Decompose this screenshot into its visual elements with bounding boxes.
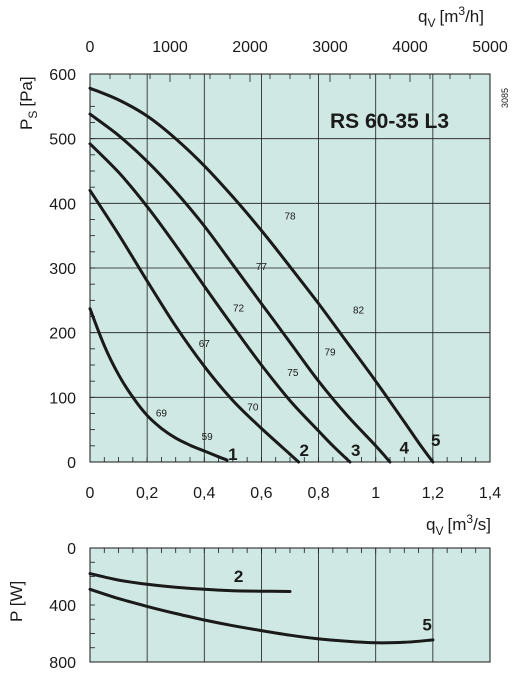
chart-title: RS 60-35 L3	[330, 110, 449, 133]
efficiency-label: 69	[156, 409, 168, 420]
top-x-axis-ticks: 0 1000 2000 3000 4000 5000	[86, 39, 508, 56]
x-tick-label: 1	[371, 485, 380, 502]
top-x-tick-label: 3000	[312, 39, 348, 56]
power-grid	[89, 547, 491, 663]
efficiency-label: 79	[324, 347, 336, 358]
curve-number-labels: 1 2 3 4 5	[228, 431, 440, 464]
pressure-curve-4	[88, 112, 392, 464]
efficiency-label: 70	[247, 402, 259, 413]
power-curve-number-label: 2	[234, 567, 243, 586]
curve-number-label: 4	[400, 439, 410, 458]
top-x-axis-label: qV [m3/h]	[418, 4, 484, 30]
y-tick-label: 200	[49, 326, 76, 343]
top-x-tick-label: 0	[86, 39, 95, 56]
power-y-tick-label: 800	[49, 655, 76, 672]
power-curve-2	[88, 572, 292, 593]
x-axis-label: qV [m3/s]	[426, 512, 491, 538]
x-tick-label: 0,2	[136, 485, 158, 502]
power-y-tick-label: 0	[67, 541, 76, 558]
power-y-axis-label: P [W]	[7, 581, 26, 622]
efficiency-label: 59	[202, 432, 214, 443]
x-tick-label: 0,8	[307, 485, 329, 502]
x-tick-label: 0	[86, 485, 95, 502]
y-tick-label: 0	[67, 455, 76, 472]
y-axis-label: PS[Pa]	[17, 76, 40, 130]
efficiency-label: 78	[284, 212, 296, 223]
power-curve-5	[88, 587, 435, 645]
pressure-curves	[88, 86, 435, 464]
efficiency-labels: 69 59 67 70 72 75 77 79 78 82	[156, 212, 365, 444]
top-x-tick-label: 4000	[392, 39, 428, 56]
x-tick-label: 0,6	[250, 485, 272, 502]
efficiency-label: 82	[353, 305, 365, 316]
pressure-curve-5	[88, 86, 435, 464]
y-tick-label: 500	[49, 132, 76, 149]
curve-number-label: 3	[351, 441, 360, 460]
y-tick-label: 300	[49, 261, 76, 278]
curve-number-label: 5	[431, 431, 440, 450]
efficiency-label: 77	[256, 262, 268, 273]
chart-code: 3085	[500, 88, 510, 108]
x-axis-ticks: 0 0,2 0,4 0,6 0,8 1 1,2 1,4	[86, 485, 502, 502]
curve-number-label: 1	[228, 445, 237, 464]
power-curve-number-label: 5	[422, 616, 431, 635]
power-y-tick-label: 400	[49, 598, 76, 615]
top-x-tick-label: 2000	[232, 39, 268, 56]
top-x-tick-label: 1000	[152, 39, 188, 56]
power-y-axis-ticks: 0 400 800	[49, 541, 76, 672]
y-axis-ticks: 0 100 200 300 400 500 600	[49, 67, 76, 472]
top-x-tick-label: 5000	[472, 39, 508, 56]
main-grid	[89, 73, 491, 463]
y-tick-label: 100	[49, 390, 76, 407]
power-curves	[88, 572, 435, 645]
x-tick-label: 1,2	[422, 485, 444, 502]
pressure-curve-2	[88, 188, 301, 464]
y-tick-label: 600	[49, 67, 76, 84]
x-tick-label: 1,4	[479, 485, 501, 502]
efficiency-label: 75	[287, 368, 299, 379]
pressure-curve-3	[88, 142, 352, 464]
power-plot-area	[89, 547, 491, 663]
efficiency-label: 67	[199, 339, 211, 350]
x-tick-label: 0,4	[193, 485, 215, 502]
curve-number-label: 2	[300, 441, 309, 460]
power-curve-labels: 25	[234, 567, 432, 634]
efficiency-label: 72	[233, 303, 245, 314]
pressure-curve-1	[88, 307, 229, 462]
y-tick-label: 400	[49, 196, 76, 213]
